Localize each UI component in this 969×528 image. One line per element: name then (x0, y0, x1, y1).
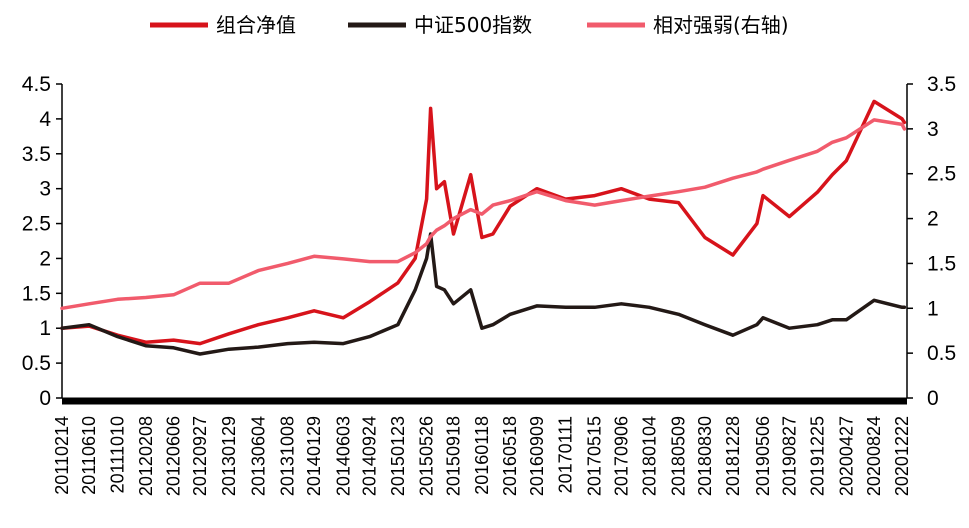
x-tick-label: 20140924 (360, 416, 380, 496)
right-tick-label: 1 (927, 297, 939, 320)
left-tick-label: 3 (39, 178, 51, 201)
x-tick-label: 20140129 (304, 416, 324, 496)
x-tick-label: 20180509 (668, 416, 688, 496)
left-tick-label: 2 (39, 247, 51, 270)
x-tick-label: 20111010 (108, 416, 128, 493)
x-tick-label: 20130604 (248, 416, 268, 496)
x-tick-label: 20160518 (500, 416, 520, 496)
legend: 组合净值 中证500指数 相对强弱(右轴) (150, 13, 789, 37)
legend-label-2: 中证500指数 (414, 13, 532, 37)
x-tick-label: 20170111 (556, 416, 576, 493)
x-tick-label: 20190827 (779, 416, 799, 496)
series-line-3 (60, 118, 907, 311)
left-tick-label: 2.5 (22, 213, 51, 236)
right-y-axis: 0 0.5 1 1.5 2 2.5 3 3.5 (906, 73, 956, 410)
x-tick-label: 20170515 (585, 416, 605, 496)
x-tick-label: 20191225 (807, 416, 827, 496)
series-line-1 (60, 99, 907, 346)
left-tick-label: 0.5 (22, 352, 51, 375)
x-tick-label: 20131008 (278, 416, 298, 496)
x-tick-label: 20180830 (695, 416, 715, 496)
x-tick-label: 20130129 (219, 416, 239, 496)
x-tick-label: 20200824 (864, 416, 884, 496)
right-tick-label: 0.5 (927, 342, 956, 365)
x-tick-label: 20150123 (388, 416, 408, 496)
right-tick-label: 1.5 (927, 252, 956, 275)
plot-lines (60, 99, 907, 356)
x-tick-label: 20150526 (417, 416, 437, 496)
x-tick-label: 20110214 (52, 416, 72, 495)
series-line-2 (60, 232, 907, 356)
x-tick-label: 20160118 (472, 416, 492, 495)
left-tick-label: 1 (39, 317, 51, 340)
x-tick-label: 20200427 (836, 416, 856, 496)
x-tick-label: 20170906 (611, 416, 631, 496)
x-tick-label: 20120927 (190, 416, 210, 496)
left-tick-label: 4.5 (22, 73, 51, 96)
x-tick-label: 20140603 (333, 416, 353, 496)
x-tick-label: 20110610 (79, 416, 99, 495)
x-tick-label: 20120208 (136, 416, 156, 496)
x-tick-label: 20160909 (527, 416, 547, 496)
right-tick-label: 2 (927, 208, 939, 231)
right-tick-label: 0 (927, 387, 939, 410)
x-axis: 20110214 20110610 20111010 20120208 20120606… (52, 397, 912, 496)
left-tick-label: 3.5 (22, 143, 51, 166)
x-tick-label: 20180104 (639, 416, 659, 496)
x-tick-label: 20181228 (723, 416, 743, 496)
x-tick-label: 20120606 (164, 416, 184, 496)
x-tick-label: 20150918 (443, 416, 463, 496)
x-tick-label: 20201222 (892, 416, 912, 496)
left-tick-label: 1.5 (22, 282, 51, 305)
right-tick-label: 3 (927, 118, 939, 141)
legend-label-1: 组合净值 (216, 13, 296, 37)
right-tick-label: 2.5 (927, 163, 956, 186)
left-tick-label: 4 (39, 108, 51, 131)
legend-label-3: 相对强弱(右轴) (653, 13, 789, 37)
x-tick-label: 20190506 (753, 416, 773, 496)
right-tick-label: 3.5 (927, 73, 956, 96)
left-y-axis: 0 0.5 1 1.5 2 2.5 3 3.5 4 4.5 (22, 73, 63, 410)
left-tick-label: 0 (39, 387, 51, 410)
